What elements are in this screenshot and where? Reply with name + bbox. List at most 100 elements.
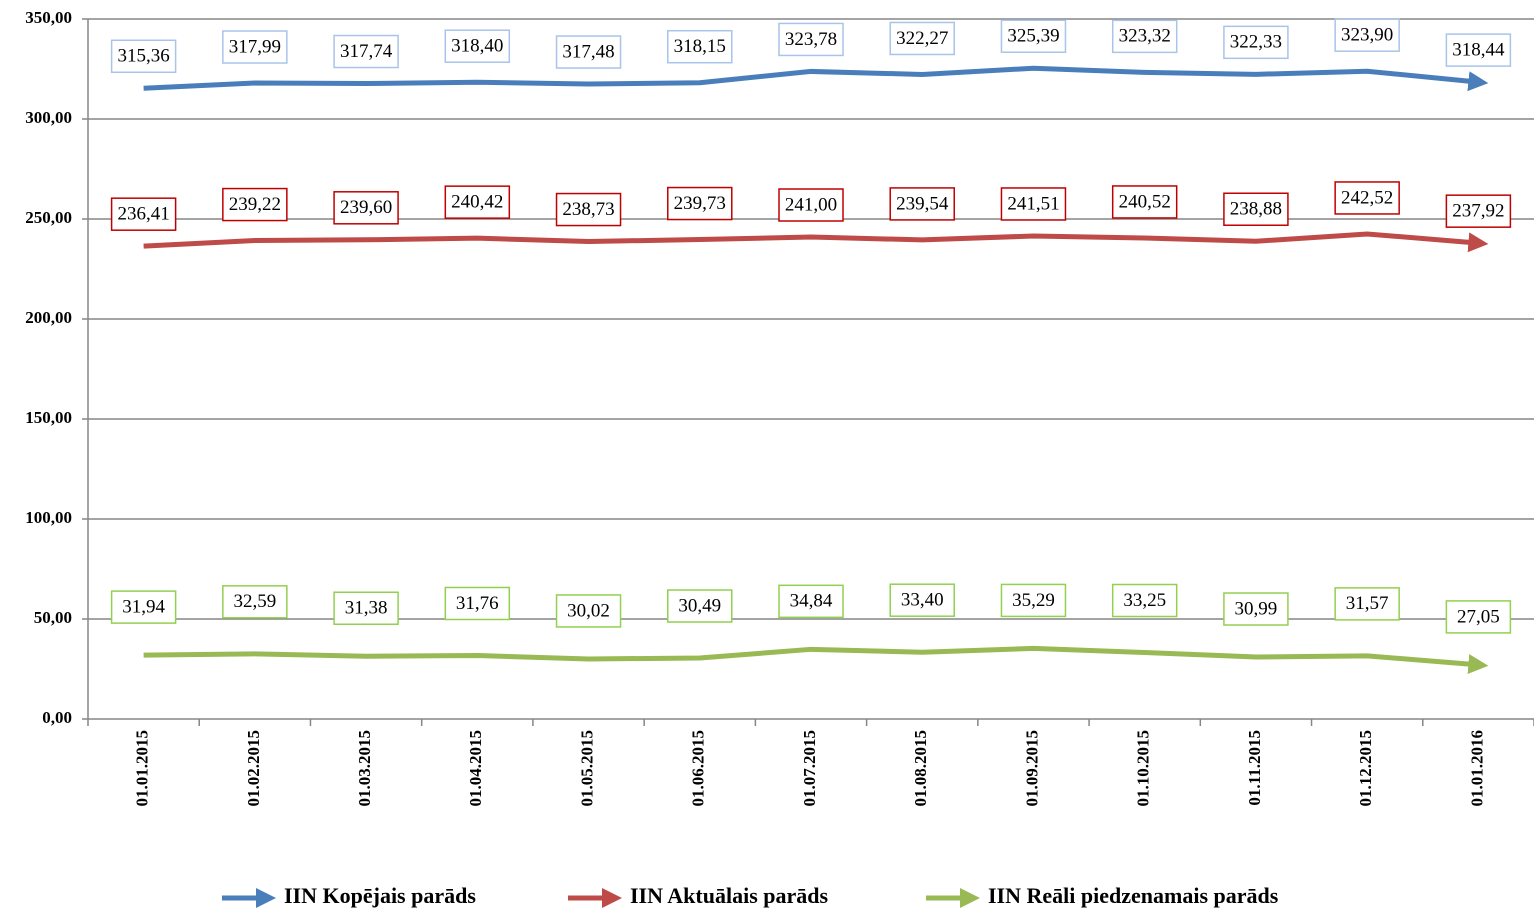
value-label: 317,99 [229, 36, 281, 57]
x-tick-label: 01.06.2015 [689, 730, 708, 807]
x-tick-label: 01.07.2015 [800, 730, 819, 807]
series-line [143, 231, 1489, 253]
y-tick-label: 200,00 [25, 308, 72, 327]
value-label: 240,42 [451, 192, 503, 213]
value-label-box [1000, 583, 1067, 618]
value-label-box [1000, 19, 1067, 53]
value-label: 30,49 [678, 595, 721, 616]
value-label: 239,60 [340, 197, 392, 218]
value-label-box [1000, 187, 1067, 221]
value-label-box [1111, 19, 1178, 54]
value-label-box [667, 589, 733, 623]
value-label: 236,41 [117, 204, 169, 225]
value-label: 323,32 [1119, 26, 1171, 47]
value-label: 31,94 [122, 596, 165, 617]
value-label-box [1223, 25, 1289, 60]
value-label: 322,27 [896, 28, 948, 49]
value-label-box [778, 584, 844, 619]
value-label-box [110, 590, 177, 624]
value-label: 31,57 [1346, 593, 1389, 614]
value-label: 34,84 [790, 591, 833, 612]
x-tick-label: 01.11.2015 [1245, 730, 1264, 806]
x-tick-label: 01.04.2015 [466, 730, 485, 807]
legend-label: IIN Aktuālais parāds [630, 883, 829, 908]
x-tick-label: 01.02.2015 [244, 730, 263, 807]
value-label: 31,76 [456, 593, 499, 614]
value-label: 33,40 [901, 590, 944, 611]
value-label: 239,22 [229, 194, 281, 215]
value-label-box [667, 29, 733, 64]
value-label-box [333, 34, 399, 69]
value-label: 318,15 [674, 36, 726, 57]
value-label: 323,90 [1341, 25, 1393, 46]
y-tick-label: 50,00 [34, 608, 72, 627]
series-line [143, 65, 1489, 92]
value-label: 325,39 [1007, 26, 1059, 47]
value-label-box [444, 586, 511, 621]
value-label: 241,51 [1007, 193, 1059, 214]
value-label-box [555, 594, 622, 628]
value-label-box [555, 35, 622, 69]
value-label-box [1334, 18, 1400, 52]
value-label: 317,74 [340, 41, 393, 62]
value-label: 242,52 [1341, 187, 1393, 208]
y-tick-label: 350,00 [25, 8, 72, 27]
value-label-box [1111, 583, 1178, 618]
value-label-box [778, 22, 844, 57]
value-label-box [444, 29, 511, 63]
x-tick-label: 01.08.2015 [911, 730, 930, 807]
value-label-box [667, 186, 733, 221]
value-label: 31,38 [345, 598, 388, 619]
value-label-box [889, 21, 955, 56]
value-label-box [1445, 600, 1512, 634]
value-label-box [222, 585, 288, 619]
value-label-box [1445, 194, 1512, 228]
legend-label: IIN Kopējais parāds [284, 883, 476, 908]
x-tick-label: 01.12.2015 [1356, 730, 1375, 807]
x-tick-label: 01.05.2015 [577, 730, 596, 807]
y-tick-label: 100,00 [25, 508, 72, 527]
value-label: 35,29 [1012, 590, 1055, 611]
value-label-box [1111, 185, 1178, 219]
value-label: 33,25 [1123, 590, 1166, 611]
value-label: 315,36 [117, 46, 169, 67]
y-tick-label: 0,00 [42, 708, 72, 727]
value-label-box [333, 191, 399, 225]
y-tick-label: 150,00 [25, 408, 72, 427]
value-label-box [1334, 587, 1400, 621]
value-label: 240,52 [1119, 191, 1171, 212]
value-label-box [222, 30, 288, 64]
value-label: 30,02 [567, 600, 610, 621]
value-label-box [333, 591, 399, 625]
value-label-box [222, 187, 288, 222]
value-label-box [110, 39, 177, 74]
value-label: 322,33 [1230, 32, 1282, 53]
value-label: 318,44 [1452, 39, 1505, 60]
value-label: 239,73 [674, 193, 726, 214]
value-label: 27,05 [1457, 606, 1500, 627]
value-label: 30,99 [1235, 598, 1278, 619]
y-tick-label: 300,00 [25, 108, 72, 127]
value-label-box [110, 197, 177, 231]
x-tick-label: 01.10.2015 [1134, 730, 1153, 807]
value-label-box [778, 188, 844, 222]
value-label: 32,59 [233, 591, 276, 612]
value-label-box [1223, 192, 1289, 226]
x-tick-label: 01.01.2015 [133, 730, 152, 807]
legend-label: IIN Reāli piedzenamais parāds [988, 883, 1279, 908]
series-line [143, 645, 1489, 675]
x-tick-label: 01.03.2015 [355, 730, 374, 807]
x-tick-label: 01.01.2016 [1467, 730, 1486, 807]
y-tick-label: 250,00 [25, 208, 72, 227]
x-tick-label: 01.09.2015 [1022, 730, 1041, 807]
value-label-box [1223, 592, 1289, 626]
value-label: 317,48 [562, 41, 614, 62]
value-label: 237,92 [1452, 201, 1504, 222]
value-label-box [1445, 33, 1512, 67]
value-label: 239,54 [896, 193, 949, 214]
value-label: 323,78 [785, 29, 837, 50]
value-label: 241,00 [785, 194, 837, 215]
value-label: 318,40 [451, 36, 503, 57]
